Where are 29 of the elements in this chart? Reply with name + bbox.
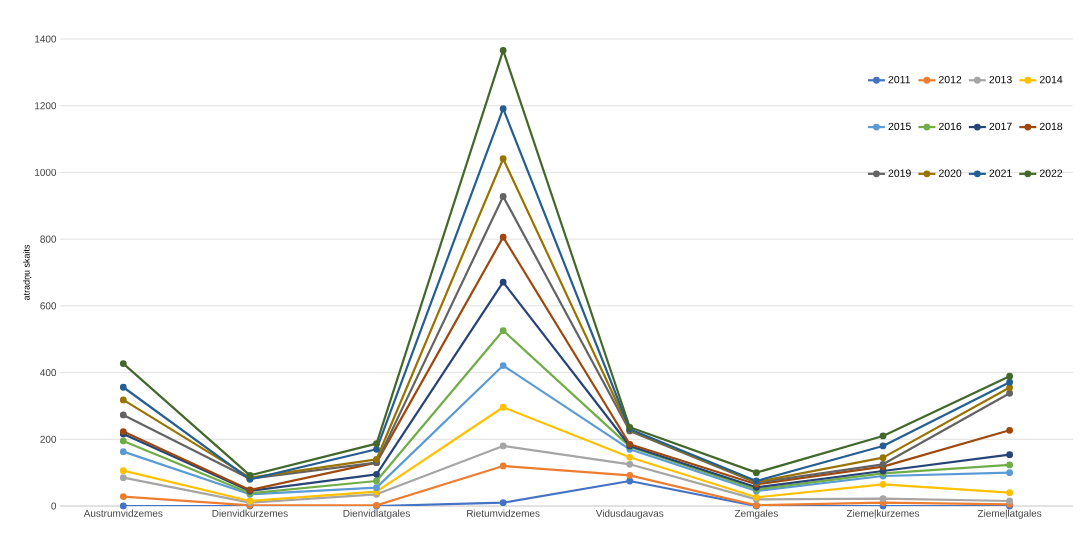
y-tick-label: 200 [40,435,57,443]
x-tick-label: Dienvidlatgales [343,509,410,519]
x-tick-label: Dienvidkurzemes [212,509,288,517]
y-tick-label: 0 [51,502,57,510]
y-tick-label: 1400 [35,35,57,43]
legend-label: 2021 [989,169,1012,177]
legend-label: 2015 [888,122,911,131]
legend-label: 2014 [1039,75,1063,84]
legend-label: 2018 [1039,122,1063,131]
y-tick-label: 400 [40,369,57,377]
legend-label: 2019 [888,169,911,177]
x-tick-label: Vidusdaugavas [595,509,664,519]
x-tick-label: Zemgales [734,509,778,519]
legend-label: 2022 [1039,169,1063,177]
legend-label: 2016 [939,122,962,131]
y-tick-label: 600 [40,302,57,310]
x-tick-label: Ziemeļkurzemes [846,509,920,519]
legend-label: 2013 [989,75,1012,84]
x-tick-label: Rietumvidzemes [467,509,540,517]
y-tick-label: 800 [40,235,57,243]
legend-label: 2012 [939,75,962,84]
legend-label: 2020 [939,169,962,177]
y-axis-title: atradņu skaits [23,244,32,301]
x-tick-label: Austrumvidzemes [83,509,163,517]
legend-label: 2011 [888,75,910,84]
y-tick-label: 1000 [35,168,57,176]
x-tick-label: Ziemeļlatgales [977,509,1042,519]
y-tick-label: 1200 [35,102,57,110]
legend-label: 2017 [989,122,1012,131]
